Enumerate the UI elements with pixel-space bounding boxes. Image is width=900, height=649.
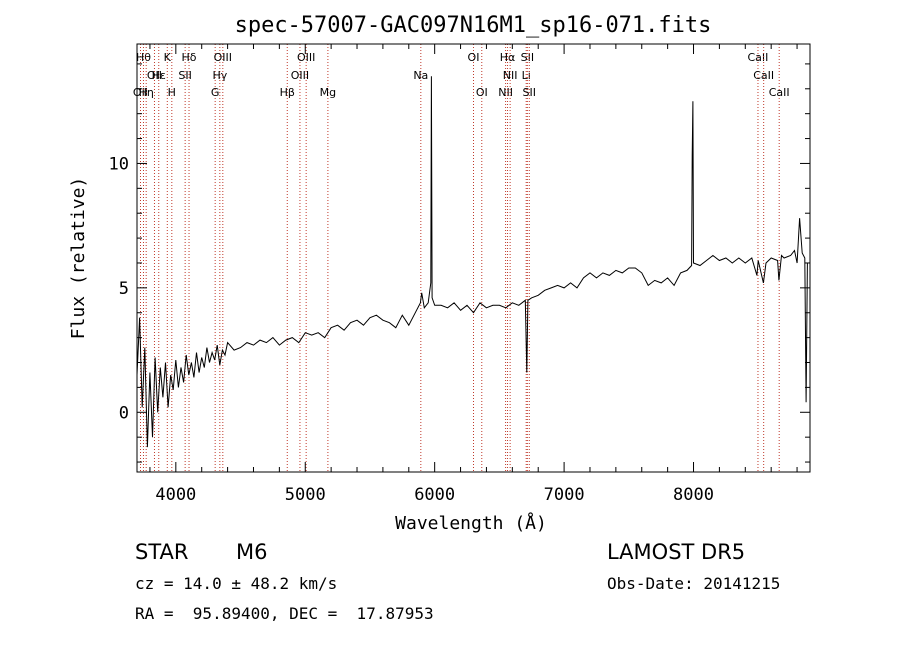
plot-frame: [136, 43, 811, 473]
line-marker-label: CaII: [748, 51, 769, 64]
line-marker-label: Hγ: [212, 69, 227, 82]
line-marker-label: SII: [178, 69, 191, 82]
y-tick-label: 0: [119, 403, 129, 423]
line-marker-label: OI: [476, 86, 488, 99]
line-marker-label: Hδ: [182, 51, 197, 64]
line-marker-label: H: [168, 86, 176, 99]
axis-ticks: 4000 5000 6000 7000 8000 0 5 10: [109, 44, 810, 505]
line-marker-label: Hθ: [136, 51, 151, 64]
x-tick-label: 6000: [414, 485, 455, 505]
line-marker-label: OIII: [214, 51, 232, 64]
spectrum-series: [136, 76, 808, 448]
x-tick-label: 4000: [155, 485, 196, 505]
y-tick-label: 5: [119, 279, 129, 299]
line-marker-label: SII: [521, 51, 534, 64]
line-marker-label: Mg: [320, 86, 336, 99]
line-marker-label: Hε: [152, 69, 166, 82]
x-axis-label: Wavelength (Å): [395, 512, 547, 534]
line-marker-label: K: [164, 51, 172, 64]
line-marker-label: CaII: [753, 69, 774, 82]
survey-name: LAMOST DR5: [607, 540, 746, 564]
line-marker-label: Hη: [139, 86, 154, 99]
x-tick-label: 8000: [673, 485, 714, 505]
spectrum-line-0: [136, 76, 808, 448]
line-marker-label: OII: [147, 69, 162, 82]
coordinates-readout: RA = 95.89400, DEC = 17.87953: [135, 604, 434, 623]
line-marker-label: SII: [523, 86, 536, 99]
x-tick-label: 7000: [544, 485, 585, 505]
line-marker-label: Hα: [500, 51, 516, 64]
y-tick-label: 10: [109, 154, 129, 174]
line-marker-label: OIII: [291, 69, 309, 82]
line-marker-label: OI: [468, 51, 480, 64]
chart-title: spec-57007-GAC097N16M1_sp16-071.fits: [235, 13, 712, 38]
redshift-readout: cz = 14.0 ± 48.2 km/s: [135, 574, 338, 593]
object-subclass: M6: [236, 540, 268, 564]
line-marker-label: OIII: [297, 51, 315, 64]
observation-date: Obs-Date: 20141215: [607, 574, 781, 593]
line-marker-label: Li: [522, 69, 531, 82]
line-marker-label: Na: [413, 69, 428, 82]
line-marker-label: G: [211, 86, 220, 99]
line-marker-label: CaII: [769, 86, 790, 99]
y-axis-label: Flux (relative): [68, 177, 89, 340]
line-marker-label: Hβ: [280, 86, 295, 99]
object-class: STAR: [135, 540, 189, 564]
x-tick-label: 5000: [285, 485, 326, 505]
line-marker-label: NII: [498, 86, 513, 99]
line-markers: OIIHθHηOIIHεKHSIIHδGHγOIIIHβOIIIOIIIMgNa…: [133, 44, 790, 472]
line-marker-label: NII: [503, 69, 518, 82]
